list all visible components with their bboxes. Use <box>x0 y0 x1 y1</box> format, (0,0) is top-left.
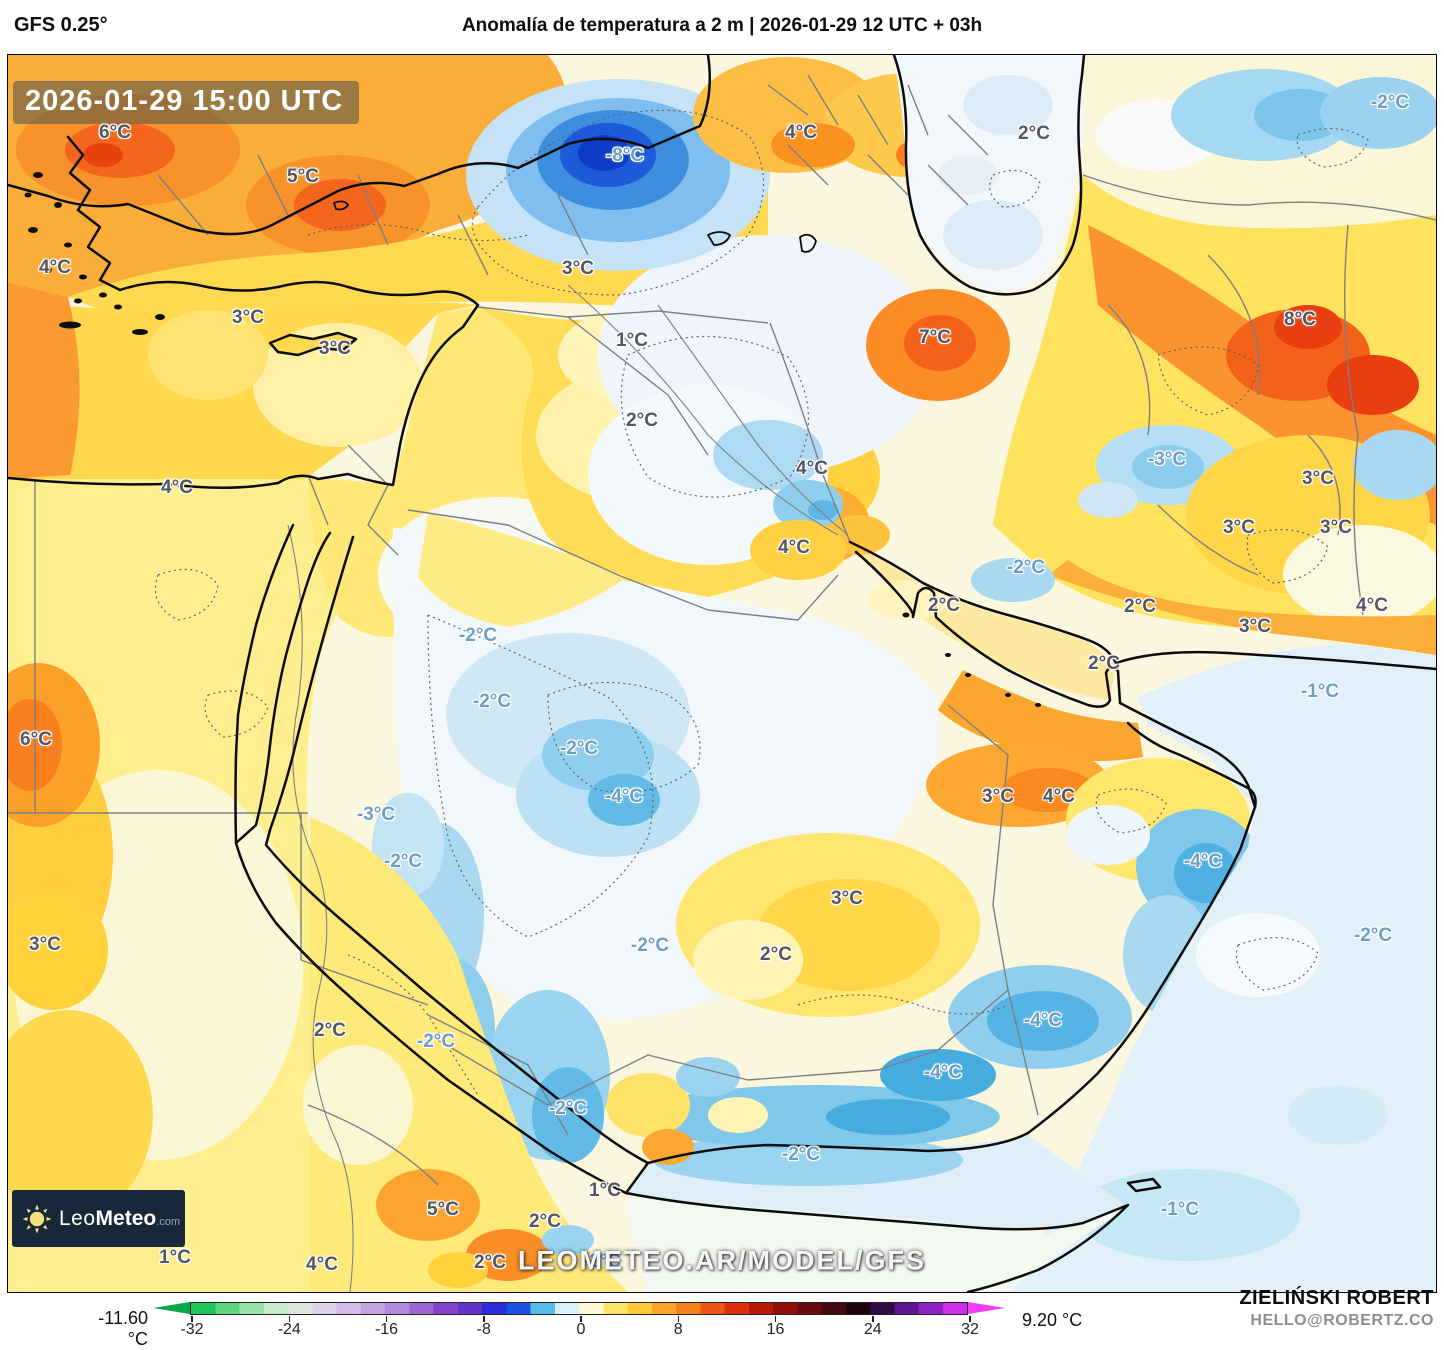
temp-label: 4°C <box>796 458 828 479</box>
colorbar-tick <box>483 1316 485 1322</box>
colorbar-tick <box>774 1316 777 1322</box>
temp-label: -2°C <box>1353 925 1393 946</box>
temp-label: 6°C <box>20 729 52 750</box>
timestamp-badge: 2026-01-29 15:00 UTC <box>13 81 360 124</box>
temp-label: -1°C <box>1300 681 1340 702</box>
colorbar-tick-label: 24 <box>863 1321 882 1338</box>
temp-label: 2°C <box>529 1211 561 1232</box>
colorbar-tick-label: -8 <box>476 1321 491 1338</box>
temp-label: -3°C <box>1147 449 1187 470</box>
temp-label: 3°C <box>831 888 863 909</box>
map-coastlines <box>8 55 1436 1292</box>
temp-label: 1°C <box>589 1180 621 1201</box>
colorbar-tick-label: 16 <box>766 1321 785 1338</box>
colorbar-tick-label: 32 <box>961 1321 979 1338</box>
logo-bold: Meteo <box>95 1206 157 1230</box>
temp-label: 4°C <box>785 122 817 143</box>
temp-label: 2°C <box>626 410 658 431</box>
temp-label: -2°C <box>630 935 670 956</box>
colorbar-tick-label: -32 <box>180 1321 204 1338</box>
watermark: LEOMETEO.AR/MODEL/GFS <box>517 1245 927 1276</box>
author-email: HELLO@ROBERTZ.CO <box>1250 1312 1434 1329</box>
temp-label: 4°C <box>161 477 193 498</box>
temp-label: -2°C <box>582 1251 622 1272</box>
colorbar-tick <box>385 1316 388 1322</box>
map-dotted-contours <box>154 109 1369 1096</box>
temp-label: -2°C <box>781 1144 821 1165</box>
temp-label: 2°C <box>928 595 960 616</box>
temp-label: -3°C <box>356 804 396 825</box>
temp-label: 2°C <box>1124 596 1156 617</box>
temp-label: 4°C <box>306 1254 338 1275</box>
temp-label: -2°C <box>416 1031 456 1052</box>
map-field-fills <box>8 55 1436 1292</box>
author-credit: ZIELIŃSKI ROBERT <box>1239 1287 1434 1309</box>
temp-label: 5°C <box>287 166 319 187</box>
temp-label: 2°C <box>1018 123 1050 144</box>
temp-label: 3°C <box>562 258 594 279</box>
temp-label: 1°C <box>159 1247 191 1268</box>
model-label: GFS 0.25° <box>14 14 108 36</box>
temp-label: -1°C <box>1160 1199 1200 1220</box>
temp-label: -2°C <box>548 1098 588 1119</box>
temp-label: 8°C <box>1284 309 1316 330</box>
temp-label: 3°C <box>1239 616 1271 637</box>
colorbar-tick-label: -16 <box>374 1321 399 1338</box>
logo-suffix: .com <box>156 1215 181 1228</box>
page-title: Anomalía de temperatura a 2 m | 2026-01-… <box>461 15 983 36</box>
temp-label: -2°C <box>559 738 599 759</box>
temp-label: 1°C <box>616 330 648 351</box>
sun-icon <box>22 1204 52 1233</box>
map-island-specks <box>24 172 1041 707</box>
colorbar-gradient <box>190 1302 968 1315</box>
temp-label: 4°C <box>1356 595 1388 616</box>
temp-label: -4°C <box>923 1062 963 1083</box>
temp-label: 7°C <box>919 327 951 348</box>
temp-label: -4°C <box>604 786 644 807</box>
temp-label: -2°C <box>472 691 512 712</box>
anomaly-map <box>8 55 1436 1292</box>
colorbar-tick <box>677 1316 679 1322</box>
colorbar-tick <box>580 1316 582 1322</box>
colorbar-tick <box>872 1316 874 1322</box>
leometeo-logo: LeoMeteo.com <box>12 1190 185 1247</box>
temp-label: 5°C <box>427 1199 459 1220</box>
colorbar-tick <box>969 1316 971 1322</box>
temp-label: -2°C <box>383 851 423 872</box>
logo-text: LeoMeteo.com <box>59 1207 180 1231</box>
temp-label: -8°C <box>605 145 645 166</box>
temp-label: 2°C <box>314 1020 346 1041</box>
temp-label: 3°C <box>319 338 351 359</box>
colorbar-max-label: 9.20 °C <box>1022 1310 1083 1330</box>
temp-label: 2°C <box>474 1252 506 1273</box>
colorbar-tick <box>191 1316 193 1322</box>
temp-label: -2°C <box>1370 92 1410 113</box>
temp-label: 2°C <box>760 944 792 965</box>
logo-prefix: Leo <box>59 1206 96 1230</box>
colorbar-right-arrow <box>968 1302 1005 1314</box>
temp-label: 3°C <box>1320 517 1352 538</box>
temp-label: -2°C <box>458 625 498 646</box>
temp-label: 3°C <box>232 307 264 328</box>
temp-label: 4°C <box>1043 786 1075 807</box>
temp-label: 3°C <box>982 786 1014 807</box>
temp-label: 4°C <box>778 537 810 558</box>
temp-label: 3°C <box>29 934 61 955</box>
colorbar-tick-label: -24 <box>277 1321 301 1338</box>
colorbar-tick-label: 8 <box>673 1321 683 1338</box>
temp-label: 3°C <box>1302 468 1334 489</box>
map-borders <box>8 74 1436 1292</box>
colorbar-tick <box>288 1316 290 1322</box>
colorbar-left-arrow <box>153 1302 190 1314</box>
temp-label: -2°C <box>1006 557 1046 578</box>
temp-label: 3°C <box>1223 517 1255 538</box>
temp-label: 6°C <box>99 122 131 143</box>
temp-label: -4°C <box>1023 1010 1063 1031</box>
temp-label: 2°C <box>1088 653 1120 674</box>
colorbar-min-label: -11.60 °C <box>98 1308 148 1349</box>
colorbar-tick-label: 0 <box>576 1321 586 1338</box>
temp-label: -4°C <box>1183 851 1223 872</box>
temp-label: 4°C <box>39 257 71 278</box>
